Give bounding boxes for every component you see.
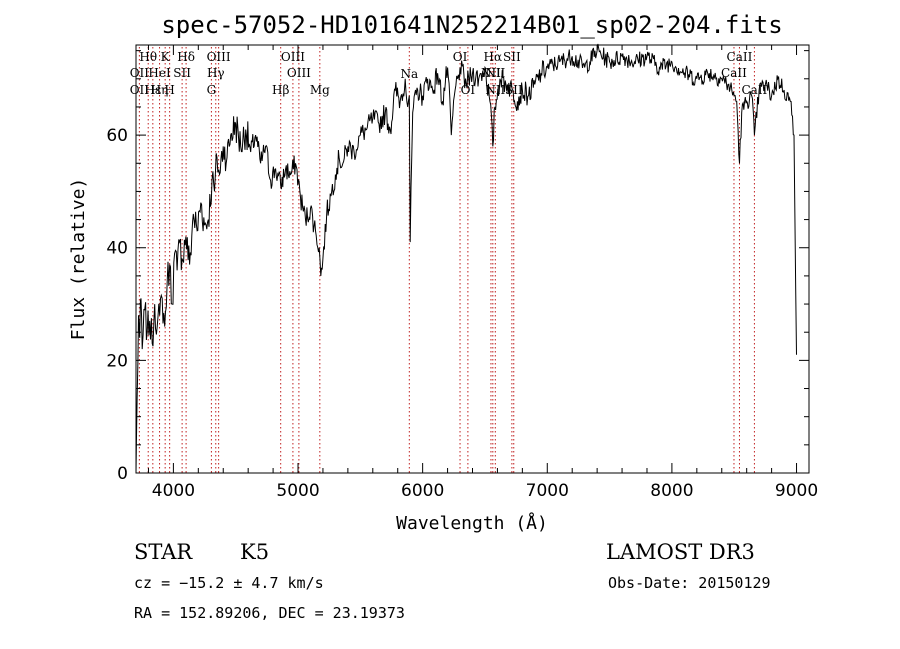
labels: 4000 5000 6000 7000 8000 9000 0 20 40 60 Hθ K Hδ OIII… (68, 11, 818, 534)
axes (135, 44, 810, 474)
subclass: K5 (240, 540, 270, 564)
line-label: OIII (207, 50, 231, 64)
plot-frame (135, 44, 810, 474)
line-label: Hδ (177, 50, 195, 64)
x-tick-label: 9000 (775, 481, 818, 501)
x-tick-label: 7000 (526, 481, 569, 501)
line-label: G (207, 83, 217, 97)
line-label: OI (461, 83, 476, 97)
line-label: Hγ (207, 66, 225, 80)
x-tick-label: 6000 (401, 481, 444, 501)
y-tick-label: 40 (106, 239, 128, 259)
line-label: CaII (721, 66, 747, 80)
line-label: H (164, 83, 174, 97)
y-tick-label: 60 (106, 126, 128, 146)
y-tick-label: 0 (117, 464, 128, 484)
line-label: NII (485, 83, 505, 97)
x-axis-label: Wavelength (Å) (396, 512, 548, 534)
y-tick-label: 20 (106, 351, 128, 371)
line-label: NII (481, 66, 501, 80)
line-label: CaII (727, 50, 753, 64)
emission-line-markers (138, 47, 755, 473)
line-label: Hη (151, 83, 169, 97)
series-line (135, 43, 797, 474)
x-tick-label: 5000 (276, 481, 319, 501)
survey-name: LAMOST DR3 (606, 540, 755, 564)
line-label: Na (400, 67, 418, 81)
line-label: SII (503, 50, 521, 64)
x-tick-label: 4000 (152, 481, 195, 501)
line-label: OII (130, 66, 150, 80)
object-type: STAR (134, 540, 193, 564)
line-label: OIII (287, 66, 311, 80)
line-label: Hα (484, 50, 503, 64)
obs-date: Obs-Date: 20150129 (608, 574, 771, 592)
x-tick-label: 8000 (650, 481, 693, 501)
series (135, 43, 797, 474)
chart-title: spec-57052-HD101641N252214B01_sp02-204.f… (161, 11, 782, 39)
redshift: cz = −15.2 ± 4.7 km/s (134, 574, 324, 592)
line-label: Mg (310, 83, 330, 97)
line-label: OI (453, 50, 468, 64)
line-label: Hβ (272, 83, 289, 97)
coordinates: RA = 152.89206, DEC = 23.19373 (134, 604, 405, 622)
line-label: K (161, 50, 171, 64)
line-label: Hε (144, 83, 161, 97)
line-label: SII (505, 83, 523, 97)
line-label: OII (130, 83, 150, 97)
line-label: Hθ (139, 50, 157, 64)
line-label: HeI (148, 66, 171, 80)
line-label: NII (485, 66, 505, 80)
line-label: SII (173, 66, 191, 80)
line-label: OIII (281, 50, 305, 64)
line-label: CaII (741, 83, 767, 97)
y-axis-label: Flux (relative) (68, 178, 89, 341)
